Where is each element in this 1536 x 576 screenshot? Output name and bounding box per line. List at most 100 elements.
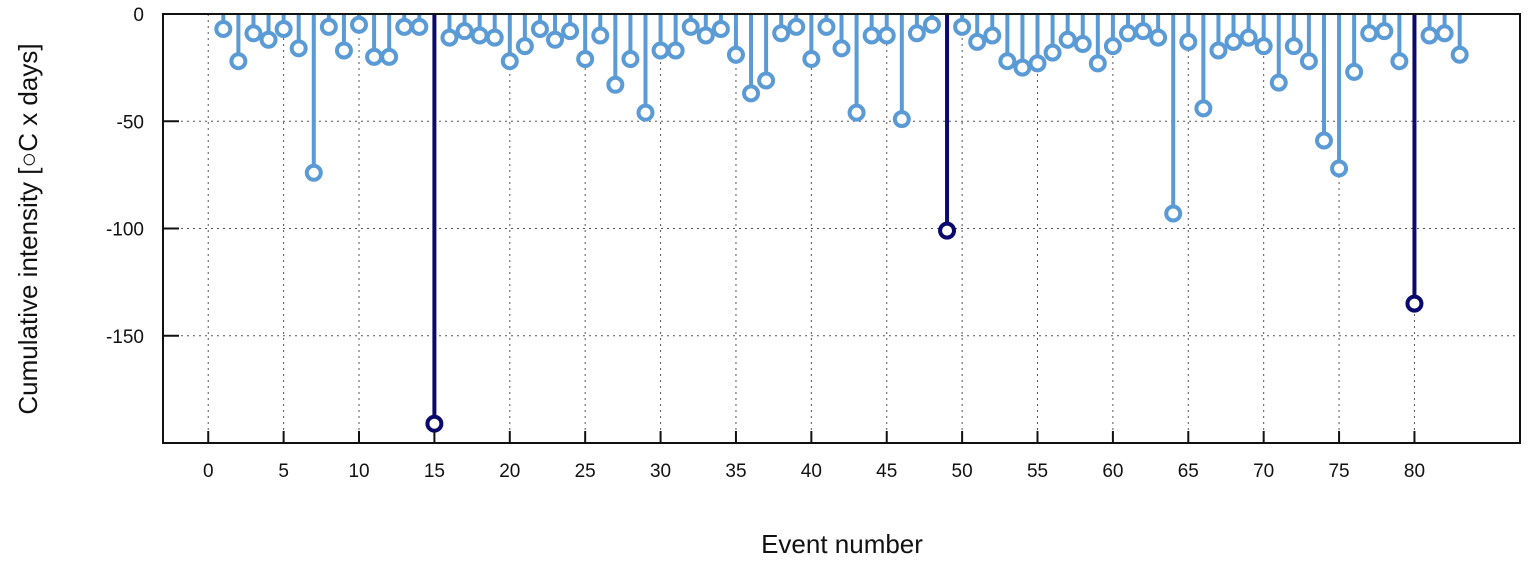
- stem-marker: [1435, 24, 1454, 43]
- stem-marker: [1450, 45, 1469, 64]
- stem-marker: [1345, 62, 1364, 81]
- x-tick-label: 60: [1102, 461, 1123, 482]
- stem-marker: [1209, 41, 1228, 60]
- x-tick-label: 55: [1027, 461, 1048, 482]
- stem-marker: [334, 41, 353, 60]
- stem-series: [214, 14, 1469, 433]
- x-tick-label: 75: [1328, 461, 1349, 482]
- stem-marker: [1299, 52, 1318, 71]
- stem-marker: [817, 17, 836, 36]
- stem-marker: [530, 20, 549, 39]
- stem-marker: [410, 17, 429, 36]
- stem-marker: [455, 22, 474, 41]
- stem-marker: [244, 24, 263, 43]
- x-tick-label: 65: [1178, 461, 1199, 482]
- x-tick-label: 0: [203, 461, 214, 482]
- stem-marker: [380, 47, 399, 66]
- stem-marker: [832, 39, 851, 58]
- stem-marker: [576, 50, 595, 69]
- x-axis-label: Event number: [761, 529, 923, 559]
- stem-marker: [1134, 22, 1153, 41]
- stem-marker: [214, 20, 233, 39]
- stem-marker: [1420, 26, 1439, 45]
- stem-marker: [485, 28, 504, 47]
- stem-marker: [591, 26, 610, 45]
- stem-marker: [907, 24, 926, 43]
- stem-marker: [1224, 32, 1243, 51]
- stem-marker: [1254, 37, 1273, 56]
- stem-marker-highlight: [425, 414, 444, 433]
- stem-marker: [983, 26, 1002, 45]
- x-tick-label: 70: [1253, 461, 1274, 482]
- x-tick-label: 15: [424, 461, 445, 482]
- stem-marker: [802, 50, 821, 69]
- x-tick-label: 5: [278, 461, 289, 482]
- stem-marker-highlight: [938, 221, 957, 240]
- stem-marker: [1330, 159, 1349, 178]
- stem-marker: [757, 71, 776, 90]
- stem-marker: [696, 26, 715, 45]
- stem-marker: [636, 103, 655, 122]
- stem-marker: [1375, 22, 1394, 41]
- stem-marker: [1073, 35, 1092, 54]
- stem-marker: [1088, 54, 1107, 73]
- stem-marker: [1043, 43, 1062, 62]
- stem-marker: [395, 17, 414, 36]
- stem-marker: [515, 37, 534, 56]
- stem-marker: [500, 52, 519, 71]
- x-tick-label: 25: [575, 461, 596, 482]
- stem-marker: [1360, 24, 1379, 43]
- stem-marker: [1239, 28, 1258, 47]
- stem-marker: [621, 50, 640, 69]
- stem-marker: [787, 17, 806, 36]
- stem-marker: [1164, 204, 1183, 223]
- stem-marker: [922, 15, 941, 34]
- x-tick-label: 20: [499, 461, 520, 482]
- stem-marker: [470, 26, 489, 45]
- stem-marker: [304, 163, 323, 182]
- stem-marker: [606, 75, 625, 94]
- stem-marker: [440, 28, 459, 47]
- y-tick-label: 0: [133, 5, 144, 26]
- stem-marker: [561, 22, 580, 41]
- stem-marker: [365, 47, 384, 66]
- stem-marker: [847, 103, 866, 122]
- stem-marker: [1149, 28, 1168, 47]
- stem-marker: [274, 20, 293, 39]
- stem-marker: [546, 30, 565, 49]
- axis-ticks: 0 5 10 15 20 25 30 35 40 45 50 55 60 65 70 75 80 0 -50 -100…: [106, 5, 1425, 482]
- stem-marker: [350, 15, 369, 34]
- y-tick-label: -50: [117, 112, 144, 133]
- x-tick-label: 45: [876, 461, 897, 482]
- stem-marker: [862, 26, 881, 45]
- stem-marker: [1179, 32, 1198, 51]
- stem-marker: [892, 110, 911, 129]
- stem-marker: [1194, 99, 1213, 118]
- x-tick-label: 35: [725, 461, 746, 482]
- stem-marker: [319, 17, 338, 36]
- stem-marker: [968, 32, 987, 51]
- y-tick-label: -150: [106, 327, 144, 348]
- stem-marker: [651, 41, 670, 60]
- stem-marker: [1028, 54, 1047, 73]
- stem-marker: [1284, 37, 1303, 56]
- stem-marker: [259, 30, 278, 49]
- stem-marker: [953, 17, 972, 36]
- x-tick-label: 40: [801, 461, 822, 482]
- stem-marker: [289, 39, 308, 58]
- stem-marker: [711, 20, 730, 39]
- grid-lines: [163, 13, 1520, 443]
- stem-marker: [726, 45, 745, 64]
- stem-marker: [1314, 131, 1333, 150]
- stem-marker: [742, 84, 761, 103]
- x-tick-label: 80: [1404, 461, 1425, 482]
- stem-marker: [877, 26, 896, 45]
- stem-marker-highlight: [1405, 294, 1424, 313]
- stem-marker: [1013, 58, 1032, 77]
- y-axis-label: Cumulative intensity [○C x days]: [13, 43, 43, 414]
- stem-marker: [229, 52, 248, 71]
- stem-marker: [998, 52, 1017, 71]
- stem-marker: [1103, 37, 1122, 56]
- stem-marker: [772, 24, 791, 43]
